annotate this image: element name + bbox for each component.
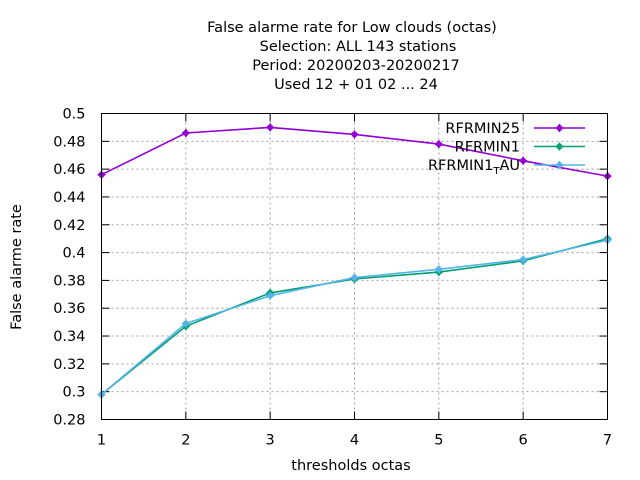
y-axis-label: False alarme rate xyxy=(9,204,25,330)
y-tick-label: 0.34 xyxy=(53,329,85,345)
series-line xyxy=(100,237,608,396)
data-point-dot xyxy=(182,129,189,136)
data-point xyxy=(181,319,190,328)
x-tick-label: 4 xyxy=(350,433,359,449)
data-point-dot xyxy=(351,274,358,281)
data-point-dot xyxy=(520,157,527,164)
y-tick-label: 0.42 xyxy=(53,218,85,234)
y-tick-label: 0.36 xyxy=(53,301,85,317)
data-point xyxy=(519,255,528,264)
title-line-3: Period: 20200203-20200217 xyxy=(252,58,460,74)
title-line-4: Used 12 + 01 02 ... 24 xyxy=(274,77,438,93)
x-tick-label: 7 xyxy=(603,433,612,449)
data-point xyxy=(350,130,359,139)
series-1 xyxy=(97,123,612,181)
y-tick-label: 0.46 xyxy=(53,162,85,178)
legend-item-1: RFRMIN25 xyxy=(445,121,585,137)
data-point-dot xyxy=(267,292,274,299)
data-point-dot xyxy=(520,256,527,263)
title-line-2: Selection: ALL 143 stations xyxy=(260,39,457,55)
y-tick-label: 0.38 xyxy=(53,273,85,289)
legend-label: RFRMIN25 xyxy=(445,121,520,137)
data-point xyxy=(181,128,190,137)
data-point-dot xyxy=(435,266,442,273)
data-point xyxy=(266,123,275,132)
legend-item-2: RFRMIN1 xyxy=(455,140,585,156)
legend-marker-dot xyxy=(556,143,563,150)
y-tick-label: 0.28 xyxy=(53,413,85,429)
x-tick-label: 3 xyxy=(266,433,275,449)
y-tick-label: 0.32 xyxy=(53,357,85,373)
chart-title: False alarme rate for Low clouds (octas)… xyxy=(207,20,497,93)
data-point xyxy=(434,140,443,149)
data-point-dot xyxy=(182,320,189,327)
y-tick-label: 0.3 xyxy=(62,385,85,401)
title-line-1: False alarme rate for Low clouds (octas) xyxy=(207,20,497,36)
x-tick-label: 5 xyxy=(434,433,443,449)
y-tick-label: 0.44 xyxy=(53,190,85,206)
x-axis-label: thresholds octas xyxy=(291,458,410,474)
data-point xyxy=(350,273,359,282)
axis-ticks: 0.28 0.3 0.32 0.34 0.36 0.38 0.4 0.42 0.44 0.46 0.… xyxy=(53,107,612,449)
legend: RFRMIN25 RFRMIN1 RFRMIN1TAU xyxy=(428,121,585,177)
legend-marker xyxy=(555,124,564,132)
x-tick-label: 2 xyxy=(181,433,190,449)
data-point-dot xyxy=(435,141,442,148)
x-tick-label: 6 xyxy=(519,433,528,449)
legend-label: RFRMIN1TAU xyxy=(428,158,520,177)
plot-frame xyxy=(101,113,608,420)
legend-marker-dot xyxy=(556,162,563,168)
legend-marker xyxy=(555,161,564,169)
legend-label-suffix: AU xyxy=(499,158,520,174)
y-tick-label: 0.48 xyxy=(53,134,85,150)
y-tick-label: 0.5 xyxy=(62,107,85,123)
legend-label: RFRMIN1 xyxy=(455,140,520,156)
legend-marker-dot xyxy=(556,125,563,131)
grid xyxy=(101,113,608,420)
legend-label-subscript: T xyxy=(492,166,500,177)
data-point xyxy=(266,291,275,300)
data-point-dot xyxy=(267,124,274,131)
data-point xyxy=(519,156,528,165)
data-point-dot xyxy=(351,131,358,138)
legend-marker xyxy=(555,142,564,151)
y-tick-label: 0.4 xyxy=(62,246,85,262)
data-point xyxy=(434,265,443,274)
x-tick-label: 1 xyxy=(97,433,106,449)
